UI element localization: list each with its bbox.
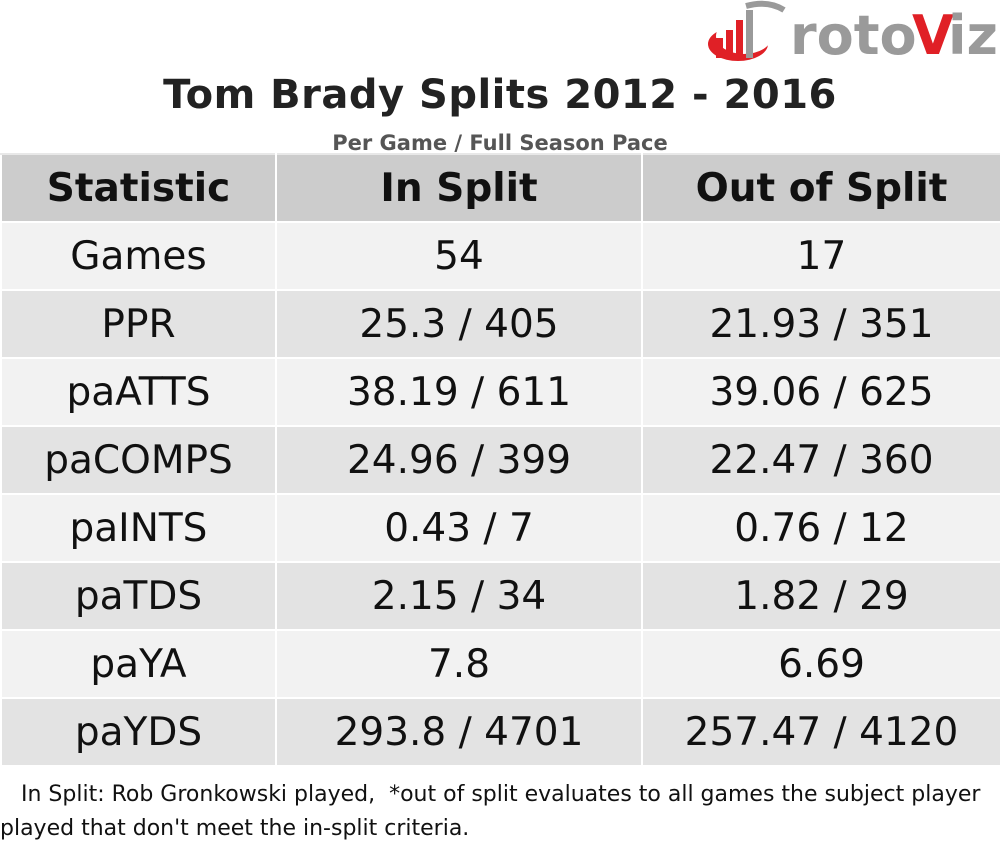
header-out-of-split: Out of Split xyxy=(641,153,1000,223)
cell-out-of-split: 257.47 / 4120 xyxy=(641,697,1000,767)
cell-statistic: paINTS xyxy=(0,493,277,563)
logo-text-roto: roto xyxy=(790,4,917,66)
table-row: Games 54 17 xyxy=(0,221,1000,291)
cell-out-of-split: 39.06 / 625 xyxy=(641,357,1000,427)
cell-out-of-split: 1.82 / 29 xyxy=(641,561,1000,631)
cell-in-split: 2.15 / 34 xyxy=(275,561,643,631)
chart-subtitle: Per Game / Full Season Pace xyxy=(332,131,668,155)
cell-in-split: 25.3 / 405 xyxy=(275,289,643,359)
cell-statistic: Games xyxy=(0,221,277,291)
cell-in-split: 293.8 / 4701 xyxy=(275,697,643,767)
rotoviz-logo: roto V iz xyxy=(706,0,996,66)
header-statistic: Statistic xyxy=(0,153,277,223)
cell-in-split: 0.43 / 7 xyxy=(275,493,643,563)
cell-statistic: paCOMPS xyxy=(0,425,277,495)
logo-bar-4 xyxy=(746,10,753,58)
logo-bar-2 xyxy=(726,30,733,58)
cell-in-split: 38.19 / 611 xyxy=(275,357,643,427)
stats-table: Statistic In Split Out of Split Games 54… xyxy=(0,153,1000,767)
table-row: PPR 25.3 / 405 21.93 / 351 xyxy=(0,289,1000,359)
logo-arc xyxy=(745,0,786,13)
rotoviz-logo-icon: roto V iz xyxy=(708,0,996,66)
cell-statistic: paATTS xyxy=(0,357,277,427)
cell-statistic: paYDS xyxy=(0,697,277,767)
cell-in-split: 7.8 xyxy=(275,629,643,699)
cell-statistic: paTDS xyxy=(0,561,277,631)
header-row: Statistic In Split Out of Split xyxy=(0,153,1000,223)
logo-text-iz: iz xyxy=(948,4,996,66)
footnote: In Split: Rob Gronkowski played, *out of… xyxy=(0,782,988,841)
logo-bar-3 xyxy=(736,20,743,58)
cell-statistic: PPR xyxy=(0,289,277,359)
cell-out-of-split: 21.93 / 351 xyxy=(641,289,1000,359)
table-row: paATTS 38.19 / 611 39.06 / 625 xyxy=(0,357,1000,427)
chart-title: Tom Brady Splits 2012 - 2016 xyxy=(163,72,837,118)
logo-swoosh-cut xyxy=(716,18,772,54)
cell-in-split: 24.96 / 399 xyxy=(275,425,643,495)
header-in-split: In Split xyxy=(275,153,643,223)
table-row: paCOMPS 24.96 / 399 22.47 / 360 xyxy=(0,425,1000,495)
cell-out-of-split: 22.47 / 360 xyxy=(641,425,1000,495)
logo-bar-1 xyxy=(716,38,723,58)
table-row: paYA 7.8 6.69 xyxy=(0,629,1000,699)
cell-statistic: paYA xyxy=(0,629,277,699)
table-row: paTDS 2.15 / 34 1.82 / 29 xyxy=(0,561,1000,631)
table-row: paYDS 293.8 / 4701 257.47 / 4120 xyxy=(0,697,1000,767)
cell-out-of-split: 0.76 / 12 xyxy=(641,493,1000,563)
cell-out-of-split: 17 xyxy=(641,221,1000,291)
cell-out-of-split: 6.69 xyxy=(641,629,1000,699)
table-row: paINTS 0.43 / 7 0.76 / 12 xyxy=(0,493,1000,563)
logo-text-v: V xyxy=(912,4,954,66)
cell-in-split: 54 xyxy=(275,221,643,291)
